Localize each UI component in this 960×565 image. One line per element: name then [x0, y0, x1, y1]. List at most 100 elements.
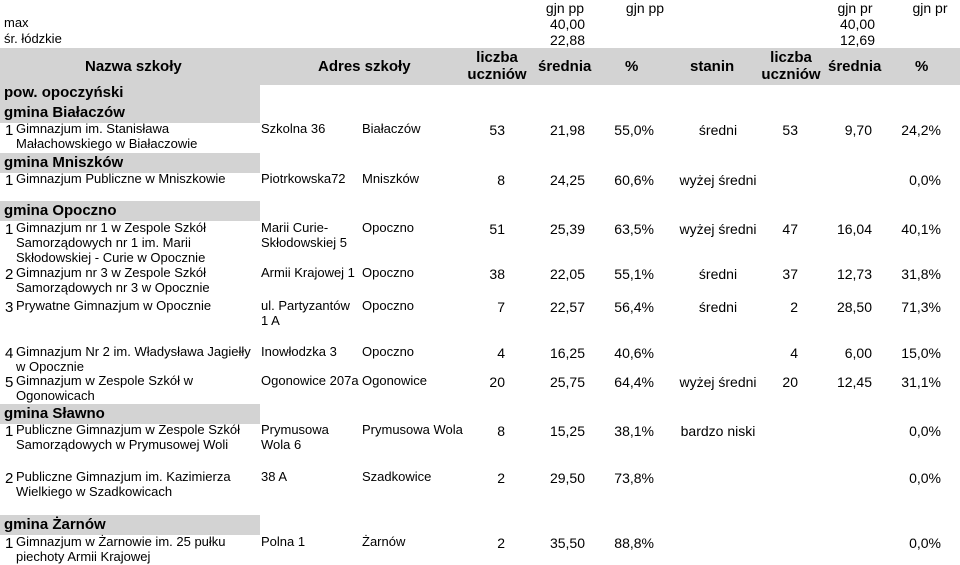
row-number: 2 [5, 470, 14, 487]
count-pr: 4 [790, 345, 798, 361]
school-name: Gimnazjum nr 3 w Zespole Szkół Samorządo… [16, 265, 210, 295]
district-band [0, 83, 260, 103]
gmina-band [0, 201, 260, 221]
stanin: wyżej średni [679, 172, 757, 188]
school-street: 38 A [261, 469, 288, 484]
count-pp: 8 [497, 172, 505, 188]
gmina-title: gmina Opoczno [4, 202, 117, 219]
pct-pr: 0,0% [909, 470, 941, 486]
school-city: Mniszków [362, 171, 420, 186]
school-street: ul. Partyzantów 1 A [261, 298, 350, 328]
pct-pp: 38,1% [614, 423, 654, 439]
stanin: wyżej średni [679, 374, 757, 390]
school-name: Gimnazjum Publiczne w Mniszkowie [16, 171, 226, 186]
avg-pr: 6,00 [844, 345, 872, 361]
school-name: Gimnazjum nr 1 w Zespole Szkół Samorządo… [16, 220, 207, 265]
row-number: 3 [5, 299, 14, 316]
col-avg-pr: średnia [828, 58, 882, 75]
gmina-band [0, 515, 260, 535]
school-name: Publiczne Gimnazjum w Zespole Szkół Samo… [16, 422, 240, 452]
avg-pp: 29,50 [549, 470, 585, 486]
stanin: wyżej średni [679, 221, 757, 237]
school-street: Szkolna 36 [261, 121, 326, 136]
pct-pr: 15,0% [901, 345, 941, 361]
summary-max-pr: 40,00 [839, 16, 875, 32]
col-name: Nazwa szkoły [85, 58, 182, 75]
count-pp: 4 [497, 345, 505, 361]
col-avg-pp: średnia [538, 58, 592, 75]
gmina-title: gmina Żarnów [4, 516, 106, 533]
stanin: średni [698, 299, 738, 315]
pct-pp: 55,1% [614, 266, 654, 282]
school-street: Inowłodzka 3 [261, 344, 337, 359]
school-name: Gimnazjum w Żarnowie im. 25 pułku piecho… [16, 534, 226, 564]
pct-pp: 56,4% [614, 299, 654, 315]
row-number: 4 [5, 345, 14, 362]
pct-pp: 88,8% [614, 535, 654, 551]
avg-pp: 21,98 [549, 122, 585, 138]
pct-pr: 0,0% [909, 172, 941, 188]
school-street: Ogonowice 207a [261, 373, 359, 388]
col-count-pr: liczba uczniów [761, 49, 821, 84]
pct-pp: 63,5% [614, 221, 654, 237]
summary-max-label: max [4, 15, 29, 30]
count-pr: 20 [782, 374, 798, 390]
row-number: 1 [5, 122, 14, 139]
school-street: Prymusowa Wola 6 [261, 422, 329, 452]
school-street: Marii Curie-Skłodowskiej 5 [261, 220, 347, 250]
count-pr: 47 [782, 221, 798, 237]
school-city: Żarnów [362, 534, 406, 549]
gmina-band [0, 404, 260, 424]
pct-pr: 0,0% [909, 535, 941, 551]
school-name: Gimnazjum im. Stanisława Małachowskiego … [16, 121, 198, 151]
count-pp: 51 [489, 221, 505, 237]
avg-pr: 28,50 [836, 299, 872, 315]
pct-pp: 40,6% [614, 345, 654, 361]
avg-pr: 12,45 [836, 374, 872, 390]
gmina-band [0, 153, 260, 173]
school-name: Publiczne Gimnazjum im. Kazimierza Wielk… [16, 469, 231, 499]
count-pp: 2 [497, 470, 505, 486]
count-pp: 53 [489, 122, 505, 138]
avg-pr: 9,70 [844, 122, 872, 138]
pct-pr: 40,1% [901, 221, 941, 237]
school-city: Opoczno [362, 298, 415, 313]
summary-max-pp: 40,00 [549, 16, 585, 32]
gjn-pp-header: gjn pp [545, 0, 585, 16]
avg-pp: 24,25 [549, 172, 585, 188]
avg-pr: 16,04 [836, 221, 872, 237]
pct-pp: 55,0% [614, 122, 654, 138]
school-city: Opoczno [362, 265, 415, 280]
avg-pp: 16,25 [549, 345, 585, 361]
col-stanin: stanin [690, 58, 735, 75]
gmina-title: gmina Białaczów [4, 104, 125, 121]
avg-pp: 22,57 [549, 299, 585, 315]
school-street: Armii Krajowej 1 [261, 265, 355, 280]
pct-pr: 31,1% [901, 374, 941, 390]
school-city: Białaczów [362, 121, 421, 136]
column-header-band [0, 48, 960, 85]
avg-pp: 35,50 [549, 535, 585, 551]
avg-pp: 15,25 [549, 423, 585, 439]
avg-pp: 22,05 [549, 266, 585, 282]
count-pr: 53 [782, 122, 798, 138]
avg-pp: 25,75 [549, 374, 585, 390]
pct-pp: 64,4% [614, 374, 654, 390]
pct-pr: 71,3% [901, 299, 941, 315]
gmina-title: gmina Mniszków [4, 154, 124, 171]
gmina-band [0, 103, 260, 123]
school-city: Szadkowice [362, 469, 432, 484]
row-number: 5 [5, 374, 14, 391]
count-pp: 7 [497, 299, 505, 315]
pct-pr: 24,2% [901, 122, 941, 138]
row-number: 1 [5, 423, 14, 440]
row-number: 1 [5, 535, 14, 552]
school-street: Polna 1 [261, 534, 306, 549]
school-city: Opoczno [362, 220, 415, 235]
count-pp: 2 [497, 535, 505, 551]
stanin: średni [698, 122, 738, 138]
count-pp: 8 [497, 423, 505, 439]
summary-lodzkie-pr: 12,69 [839, 32, 875, 48]
count-pr: 37 [782, 266, 798, 282]
count-pp: 20 [489, 374, 505, 390]
